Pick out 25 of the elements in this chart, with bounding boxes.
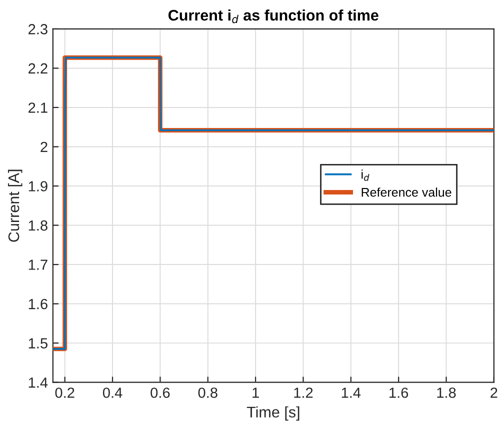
x-axis-title: Time [s] — [246, 406, 300, 421]
y-tick-label: 2.2 — [28, 63, 48, 74]
y-tick-label: 1.9 — [28, 181, 48, 192]
y-tick-label: 1.4 — [28, 378, 48, 388]
y-tick-label: 2.3 — [28, 24, 48, 34]
x-tick-label: 0.4 — [102, 388, 122, 398]
x-tick-label: 0.6 — [150, 388, 170, 398]
x-tick-label: 0.8 — [198, 388, 218, 398]
chart-title: Current i$_{d}$ as function of time — [168, 9, 378, 24]
y-tick-label: 2.1 — [28, 102, 48, 113]
y-tick-label: 1.6 — [28, 298, 48, 310]
y-axis-title: Current [A] — [8, 170, 22, 242]
x-tick-label: 1.2 — [294, 388, 313, 398]
y-tick-label: 1.5 — [28, 338, 48, 348]
x-tick-label: 1.6 — [390, 388, 408, 398]
y-tick-label: 1.8 — [28, 220, 48, 231]
x-tick-label: 1.4 — [342, 388, 361, 398]
y-tick-label: 1.7 — [28, 260, 48, 270]
legend-label: i$_{d}$ — [362, 170, 370, 181]
x-tick-label: 0.2 — [55, 388, 74, 398]
x-tick-label: 1 — [252, 388, 259, 398]
legend-label: Reference value — [362, 188, 452, 197]
x-tick-label: 2 — [490, 388, 498, 398]
y-tick-label: 2 — [40, 142, 48, 152]
x-tick-label: 1.8 — [437, 388, 456, 398]
